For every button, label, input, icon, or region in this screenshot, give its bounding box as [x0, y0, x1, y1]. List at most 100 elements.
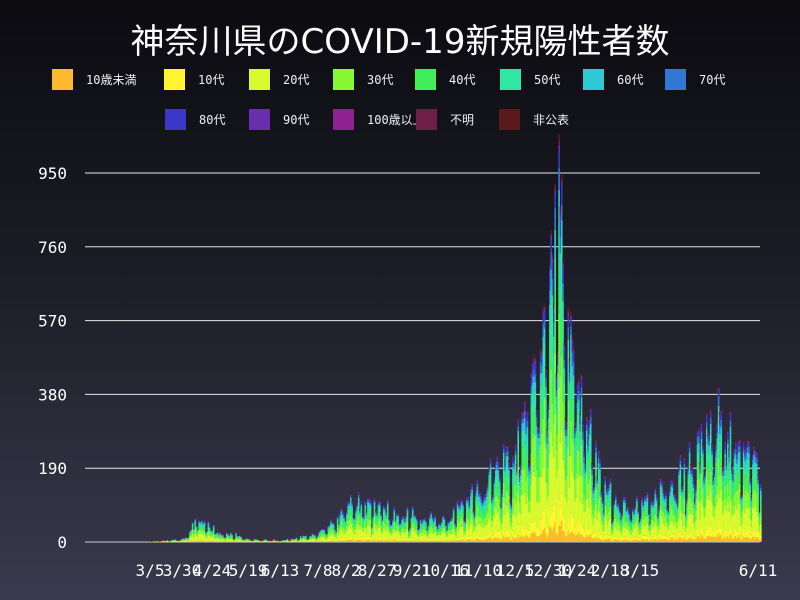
bar-segment [525, 417, 527, 419]
bar-segment [480, 497, 483, 500]
bar-segment [410, 540, 413, 542]
bar-segment [434, 520, 436, 524]
bar-segment [429, 517, 431, 519]
bar-segment [513, 538, 516, 542]
bar-segment [487, 484, 489, 486]
bar-segment [190, 541, 193, 542]
bar-segment [591, 517, 593, 534]
bar-segment [607, 514, 609, 525]
bar-segment [537, 428, 539, 430]
bar-segment [638, 534, 641, 539]
bar-segment [199, 529, 202, 534]
bar-segment [492, 535, 494, 540]
bar-segment [450, 530, 452, 534]
bar-segment [537, 536, 539, 542]
bar-segment [555, 396, 558, 409]
legend-swatch [665, 69, 686, 90]
bar-segment [551, 310, 554, 350]
bar-segment [385, 515, 388, 519]
bar-segment [191, 521, 194, 523]
bar-segment [415, 539, 418, 541]
bar-segment [525, 460, 527, 482]
bar-segment [191, 541, 194, 542]
bar-segment [579, 501, 581, 524]
bar-segment [510, 512, 513, 517]
bar-segment [237, 539, 240, 542]
bar-segment [632, 519, 634, 525]
bar-segment [541, 365, 543, 374]
bar-segment [489, 471, 492, 482]
bar-segment [650, 499, 653, 500]
bar-segment [422, 525, 425, 529]
bar-segment [555, 375, 558, 379]
bar-segment [406, 508, 409, 511]
bar-segment [477, 493, 480, 497]
bar-segment [447, 539, 450, 541]
bar-segment [626, 539, 629, 542]
bar-segment [628, 530, 630, 539]
bar-segment [194, 518, 197, 520]
bar-segment [492, 508, 494, 515]
bar-segment [485, 515, 488, 525]
bar-segment [411, 507, 414, 510]
bar-segment [468, 522, 471, 529]
bar-segment [472, 540, 475, 542]
bar-segment [643, 504, 646, 511]
bar-segment [438, 531, 440, 535]
bar-segment [611, 524, 613, 526]
bar-segment [527, 486, 530, 501]
bar-segment [505, 464, 508, 476]
bar-segment [492, 503, 494, 509]
bar-segment [402, 540, 405, 542]
bar-segment [447, 533, 450, 540]
bar-segment [647, 540, 650, 542]
bar-segment [555, 519, 558, 534]
bar-segment [616, 522, 618, 531]
bar-segment [372, 519, 375, 524]
bar-segment [543, 308, 546, 312]
bar-segment [324, 537, 327, 540]
bar-segment [563, 347, 566, 351]
bar-segment [616, 515, 618, 523]
bar-segment [435, 525, 438, 527]
bar-segment [612, 539, 614, 541]
bar-segment [384, 508, 386, 511]
bar-segment [195, 539, 198, 542]
bar-segment [203, 522, 206, 525]
bar-segment [543, 528, 546, 542]
bar-segment [518, 471, 521, 473]
bar-segment [641, 499, 643, 503]
bar-segment [236, 536, 239, 537]
bar-segment [604, 488, 607, 495]
bar-segment [535, 416, 538, 427]
bar-segment [233, 540, 236, 542]
bar-segment [434, 538, 436, 541]
bar-segment [477, 524, 480, 537]
bar-segment [375, 510, 377, 513]
bar-segment [330, 524, 332, 528]
bar-segment [616, 540, 618, 542]
bar-segment [632, 540, 634, 542]
bar-segment [568, 382, 571, 400]
bar-segment [468, 503, 471, 505]
bar-segment [599, 534, 601, 540]
bar-segment [342, 517, 344, 522]
bar-segment [551, 278, 554, 296]
bar-segment [398, 541, 401, 542]
bar-segment [501, 488, 504, 490]
bar-segment [309, 538, 311, 540]
bar-segment [338, 524, 340, 526]
bar-segment [472, 515, 475, 519]
bar-segment [480, 502, 483, 506]
bar-segment [351, 537, 353, 540]
bar-segment [285, 540, 288, 542]
bar-segment [348, 505, 351, 509]
bar-segment [364, 527, 367, 537]
bar-segment [607, 488, 609, 490]
bar-segment [596, 478, 599, 480]
bar-segment [572, 443, 575, 478]
bar-segment [592, 493, 595, 498]
bar-segment [173, 541, 175, 542]
bar-segment [506, 492, 509, 512]
bar-segment [206, 531, 208, 533]
